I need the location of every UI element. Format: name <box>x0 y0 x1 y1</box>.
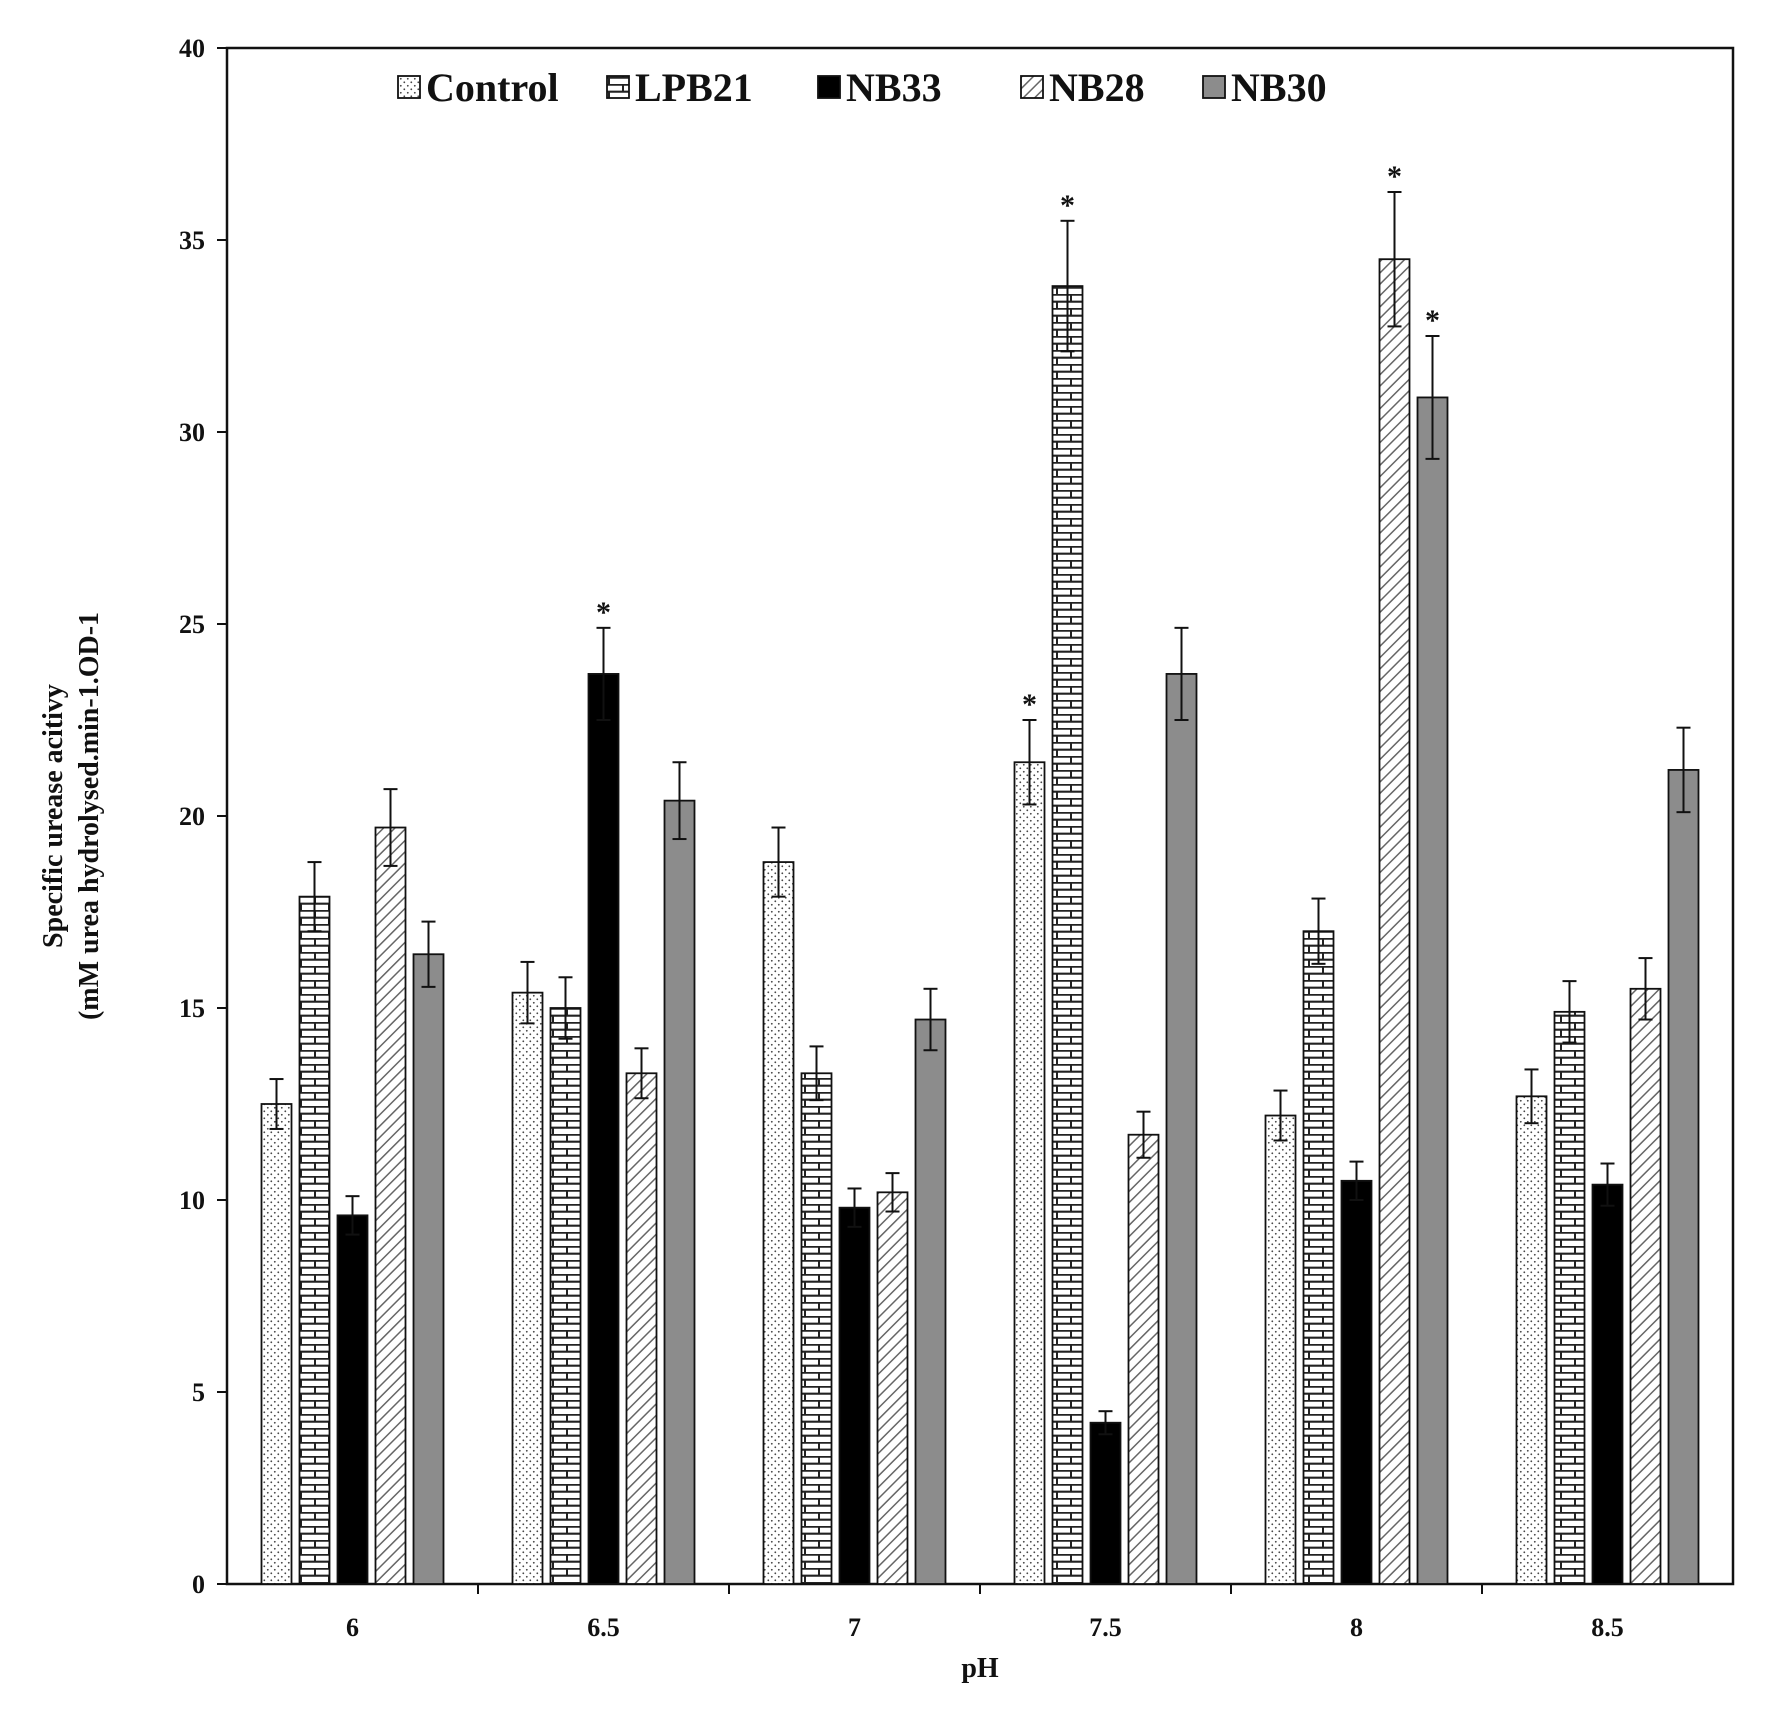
y-tick-label: 0 <box>192 1570 205 1599</box>
bar <box>1089 1421 1122 1585</box>
bar <box>260 1103 293 1585</box>
y-tick-label: 15 <box>179 994 205 1023</box>
plot-area <box>225 46 1735 1586</box>
x-tick-label: 7.5 <box>1089 1613 1122 1642</box>
series-nb28: * <box>374 160 1662 1585</box>
legend-label: NB30 <box>1231 65 1327 110</box>
bar-series-group: * * * * * <box>260 160 1700 1585</box>
bar <box>1378 258 1411 1585</box>
bar <box>1667 769 1700 1585</box>
y-axis-title-line: Specific urease acitivy <box>38 684 69 948</box>
bar <box>762 861 795 1585</box>
legend-swatch <box>397 75 421 99</box>
x-tick-label: 7 <box>848 1613 861 1642</box>
bar <box>625 1072 658 1585</box>
bar <box>336 1214 369 1585</box>
x-tick-label: 8 <box>1350 1613 1363 1642</box>
significance-marker: * <box>1425 304 1440 337</box>
y-axis-title-line: (mM urea hydrolysed.min-1.OD-1 <box>74 612 105 1020</box>
bar <box>412 953 445 1585</box>
y-axis-title: Specific urease acitivy (mM urea hydrolys… <box>38 612 105 1020</box>
y-axis: 0 5 10 15 20 25 30 35 40 <box>179 34 227 1599</box>
y-tick-label: 5 <box>192 1378 205 1407</box>
legend-swatch <box>606 75 630 99</box>
bar <box>549 1007 582 1585</box>
legend-item-control: Control <box>397 65 559 110</box>
x-axis-title: pH <box>961 1653 999 1684</box>
bar <box>876 1191 909 1585</box>
legend-item-nb30: NB30 <box>1202 65 1327 110</box>
series-nb33: * <box>336 596 1624 1585</box>
bar <box>1264 1114 1297 1585</box>
legend-item-nb28: NB28 <box>1020 65 1145 110</box>
bar <box>1591 1183 1624 1585</box>
legend-label: NB28 <box>1049 65 1145 110</box>
significance-marker: * <box>1387 160 1402 193</box>
legend-swatch <box>1020 75 1044 99</box>
bar <box>1127 1133 1160 1585</box>
series-lpb21: * <box>298 189 1586 1585</box>
y-tick-label: 30 <box>179 418 205 447</box>
y-tick-label: 35 <box>179 226 205 255</box>
y-tick-label: 25 <box>179 610 205 639</box>
bar <box>511 991 544 1585</box>
legend-swatch <box>817 75 841 99</box>
plot-border <box>225 46 1735 1586</box>
significance-marker: * <box>596 596 611 629</box>
legend-label: LPB21 <box>635 65 753 110</box>
bar <box>1340 1179 1373 1585</box>
bar <box>298 895 331 1585</box>
legend-swatch <box>1202 75 1226 99</box>
y-tick-label: 40 <box>179 34 205 63</box>
y-tick-label: 20 <box>179 802 205 831</box>
bar <box>914 1018 947 1585</box>
bar <box>1416 396 1449 1585</box>
significance-marker: * <box>1022 688 1037 721</box>
bar <box>663 799 696 1585</box>
bar <box>1515 1095 1548 1585</box>
bar <box>800 1072 833 1585</box>
bar <box>374 826 407 1585</box>
significance-marker: * <box>1060 189 1075 222</box>
bar <box>1013 761 1046 1585</box>
x-axis: 6 6.5 7 7.5 8 8.5 <box>346 1584 1624 1642</box>
bar <box>1629 987 1662 1585</box>
x-tick-label: 6.5 <box>587 1613 620 1642</box>
bar <box>1051 285 1084 1585</box>
bar <box>1553 1010 1586 1585</box>
x-tick-label: 8.5 <box>1591 1613 1624 1642</box>
x-tick-label: 6 <box>346 1613 359 1642</box>
legend-label: Control <box>426 65 559 110</box>
bar <box>587 673 620 1585</box>
legend-item-nb33: NB33 <box>817 65 942 110</box>
legend: Control LPB21 NB33 NB28 NB30 <box>397 65 1327 110</box>
bar <box>1302 930 1335 1585</box>
legend-item-lpb21: LPB21 <box>606 65 753 110</box>
bar <box>1165 673 1198 1585</box>
y-tick-label: 10 <box>179 1186 205 1215</box>
series-control: * <box>260 688 1548 1585</box>
legend-label: NB33 <box>846 65 942 110</box>
series-nb30: * <box>412 304 1700 1585</box>
bar <box>838 1206 871 1585</box>
